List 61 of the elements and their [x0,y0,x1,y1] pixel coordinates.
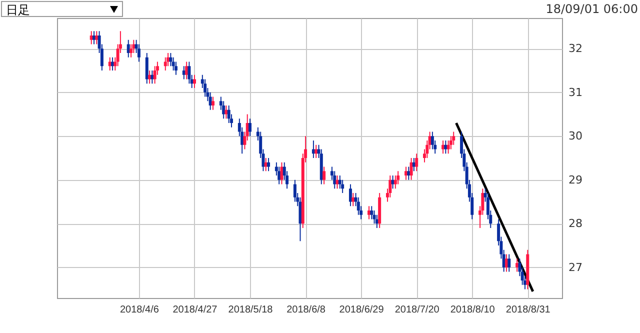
y-tick-label: 28 [568,217,582,230]
candlestick [222,100,226,120]
candlestick [298,196,302,242]
y-tick-label: 29 [568,173,582,186]
candlestick [372,210,376,224]
candlestick [204,78,207,98]
x-tick-label: 2018/4/27 [172,304,218,316]
y-tick-label: 31 [568,86,582,99]
candlestick [188,61,191,84]
candlestick [169,52,172,67]
candlestick [192,74,196,88]
candlestick [153,66,156,84]
candlestick [410,158,413,180]
candlestick [322,166,326,185]
x-tick-label: 2018/7/20 [394,304,440,316]
candlestick [150,70,154,84]
candlestick [132,39,136,54]
candlestick [172,56,175,71]
candlestick [444,140,448,154]
x-tick-label: 2018/8/10 [450,304,496,316]
candlestick [227,105,230,124]
candlestick [145,52,148,84]
candlestick [314,144,318,158]
x-tick-label: 2018/5/18 [228,304,274,316]
candlestick [293,179,296,202]
x-tick-label: 2018/8/31 [506,304,551,316]
x-tick-label: 2018/6/8 [286,304,326,316]
y-tick-label: 32 [568,42,582,56]
candlestick [341,179,344,194]
candlestick [370,206,374,220]
candlestick [164,56,167,71]
y-tick-label: 30 [568,130,582,143]
candlestick [394,175,397,190]
candlestick [211,96,214,110]
candlestick [95,30,98,45]
text: 18/09/01 06:00 [546,2,638,16]
candlestick [280,162,284,185]
candlestick [356,196,360,216]
candlestick [446,140,450,154]
candlestick [396,170,400,185]
y-tick-label: 27 [568,260,582,274]
x-tick-label: 2018/6/29 [339,304,384,316]
candlestick [224,105,228,120]
x-tick-label: 2018/4/6 [120,304,160,316]
dropdown: 日足 [1,1,123,17]
candlestick [348,184,352,207]
candlestick [338,175,342,190]
candlestick [449,136,452,150]
candlestick [130,44,133,58]
candlestick [267,158,270,172]
candlestick [137,44,140,62]
candlestick [508,254,511,272]
candlestick [352,192,355,207]
candlestick [388,175,392,198]
candlestick [248,118,252,137]
candlestick [333,170,336,190]
candlestick [407,166,410,180]
candlestick [452,131,456,146]
candlestick [415,153,418,172]
candlestick [174,61,178,76]
candlestick [430,131,434,150]
